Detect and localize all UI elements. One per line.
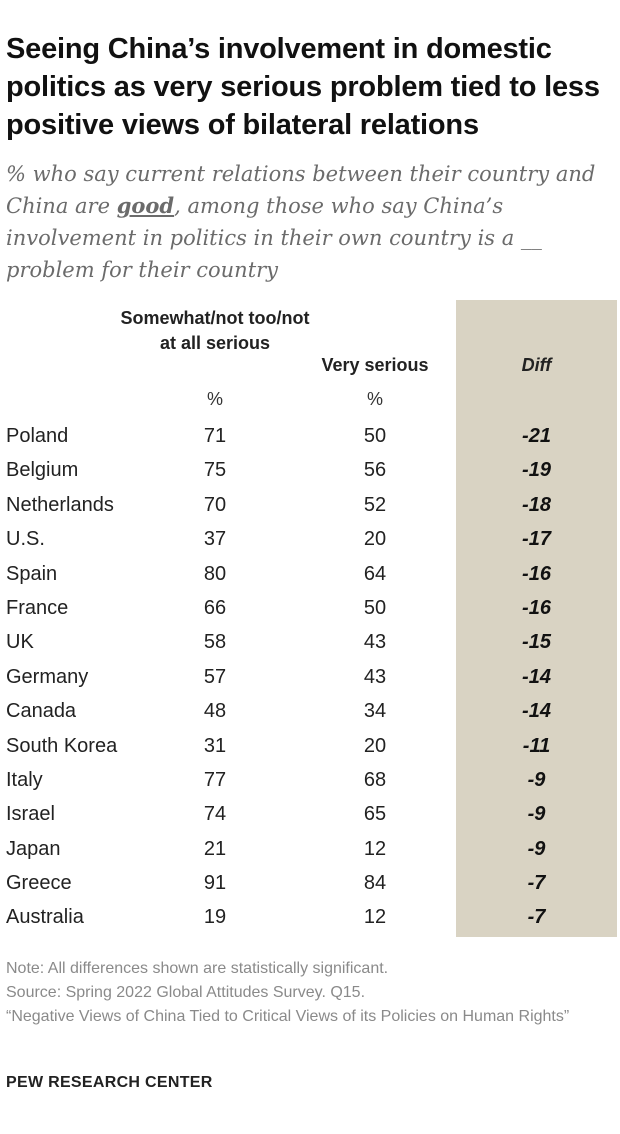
diff-column-background: [456, 300, 617, 937]
chart-notes: Note: All differences shown are statisti…: [6, 957, 606, 1029]
value-not-serious: 75: [203, 459, 227, 482]
table-row: Greece 91 84 -7: [0, 866, 620, 900]
country-label: Italy: [6, 768, 43, 791]
value-diff: -18: [522, 493, 551, 516]
value-not-serious: 70: [203, 493, 227, 516]
value-not-serious: 19: [203, 906, 227, 929]
table-row: Japan 21 12 -9: [0, 832, 620, 866]
country-label: Australia: [6, 906, 84, 929]
value-very-serious: 20: [363, 528, 387, 551]
country-label: U.S.: [6, 528, 45, 551]
value-diff: -17: [522, 528, 551, 551]
value-diff: -19: [522, 459, 551, 482]
value-very-serious: 84: [363, 872, 387, 895]
value-not-serious: 66: [203, 596, 227, 619]
value-not-serious: 77: [203, 768, 227, 791]
country-label: Spain: [6, 562, 58, 585]
value-diff: -16: [522, 562, 551, 585]
value-not-serious: 80: [203, 562, 227, 585]
value-not-serious: 91: [203, 872, 227, 895]
table-row: Belgium 75 56 -19: [0, 453, 620, 487]
unit-label-not-serious: %: [206, 389, 223, 409]
table-row: Netherlands 70 52 -18: [0, 488, 620, 522]
value-very-serious: 56: [363, 459, 387, 482]
table-row: Italy 77 68 -9: [0, 763, 620, 797]
table-row: Australia 19 12 -7: [0, 900, 620, 934]
value-very-serious: 20: [363, 734, 387, 757]
value-diff: -11: [522, 734, 551, 757]
value-diff: -15: [522, 631, 551, 654]
source-text: Source: Spring 2022 Global Attitudes Sur…: [6, 984, 366, 1001]
chart-title: Seeing China’s involvement in domestic p…: [6, 33, 600, 141]
country-label: Poland: [6, 425, 69, 447]
value-diff: -16: [522, 596, 551, 619]
country-label: Belgium: [6, 459, 79, 482]
column-header-not-serious: Somewhat/not too/not at all serious: [120, 308, 310, 353]
value-not-serious: 48: [203, 700, 227, 723]
value-not-serious: 71: [203, 425, 227, 447]
country-label: Canada: [6, 700, 77, 723]
unit-label-very-serious: %: [366, 389, 383, 409]
value-very-serious: 64: [363, 562, 387, 585]
value-very-serious: 50: [363, 425, 387, 447]
country-label: Netherlands: [6, 493, 114, 516]
subtitle-part1: % who say current relations between thei…: [6, 162, 596, 218]
value-diff: -9: [527, 803, 546, 826]
chart-subtitle: % who say current relations between thei…: [6, 158, 616, 286]
column-header-very-serious: Very serious: [321, 355, 429, 375]
value-diff: -9: [527, 768, 546, 791]
value-diff: -14: [522, 665, 551, 688]
value-very-serious: 43: [363, 631, 387, 654]
table-row: Germany 57 43 -14: [0, 660, 620, 694]
table-row: U.S. 37 20 -17: [0, 522, 620, 556]
table-row: Israel 74 65 -9: [0, 797, 620, 831]
value-not-serious: 57: [203, 665, 227, 688]
report-title-text: “Negative Views of China Tied to Critica…: [6, 1008, 570, 1025]
value-very-serious: 65: [363, 803, 387, 826]
table-row: South Korea 31 20 -11: [0, 729, 620, 763]
value-diff: -7: [527, 906, 546, 929]
value-not-serious: 31: [203, 734, 227, 757]
pew-logo-text: PEW RESEARCH CENTER: [6, 1074, 213, 1091]
value-very-serious: 43: [363, 665, 387, 688]
country-label: France: [6, 596, 69, 619]
value-very-serious: 12: [363, 906, 387, 929]
value-not-serious: 21: [203, 837, 227, 860]
subtitle-part2: , among those who say China’s involvemen…: [6, 194, 542, 282]
table-row: Poland 71 50 -21: [0, 419, 620, 453]
country-label: UK: [6, 631, 34, 654]
table-row: Canada 48 34 -14: [0, 694, 620, 728]
value-not-serious: 37: [203, 528, 227, 551]
subtitle-emphasis: good: [116, 193, 175, 218]
value-diff: -21: [522, 425, 551, 447]
value-not-serious: 58: [203, 631, 227, 654]
value-very-serious: 34: [363, 700, 387, 723]
value-diff: -7: [527, 872, 546, 895]
value-not-serious: 74: [203, 803, 227, 826]
value-very-serious: 12: [363, 837, 387, 860]
country-label: South Korea: [6, 734, 118, 757]
value-very-serious: 50: [363, 596, 387, 619]
country-label: Greece: [6, 872, 72, 895]
note-text: Note: All differences shown are statisti…: [6, 960, 389, 977]
value-diff: -14: [522, 700, 551, 723]
value-diff: -9: [527, 837, 546, 860]
country-label: Israel: [6, 803, 55, 826]
data-table-body: Poland 71 50 -21 Belgium 75 56 -19 Netherlands 70…: [0, 419, 620, 935]
table-row: UK 58 43 -15: [0, 625, 620, 659]
country-label: Japan: [6, 837, 61, 860]
table-row: Spain 80 64 -16: [0, 557, 620, 591]
value-very-serious: 52: [363, 493, 387, 516]
value-very-serious: 68: [363, 768, 387, 791]
table-row: France 66 50 -16: [0, 591, 620, 625]
country-label: Germany: [6, 665, 89, 688]
column-header-diff: Diff: [521, 355, 552, 375]
